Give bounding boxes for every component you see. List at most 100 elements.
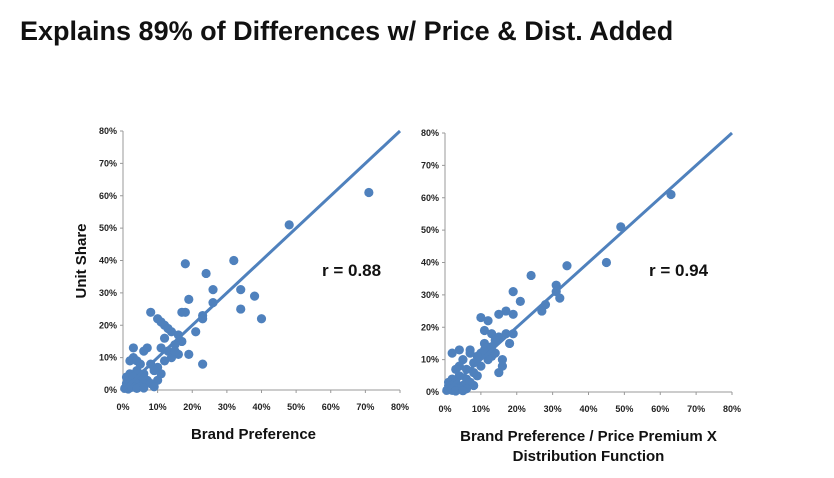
chart1-data-point bbox=[170, 346, 180, 356]
chart2-x-axis-label: Brand Preference / Price Premium X bbox=[460, 428, 717, 445]
chart1-y-tick-label: 70% bbox=[99, 158, 117, 168]
chart2-y-tick-label: 60% bbox=[421, 193, 439, 203]
chart2-y-tick-label: 20% bbox=[421, 322, 439, 332]
chart1-data-point bbox=[139, 383, 149, 393]
chart1-data-point bbox=[364, 187, 374, 198]
chart2-x-tick-label: 0% bbox=[438, 404, 451, 414]
chart1-y-tick-label: 20% bbox=[99, 320, 117, 330]
chart1-data-point bbox=[149, 365, 159, 376]
chart2-x-tick-label: 40% bbox=[579, 404, 597, 414]
chart1-data-point bbox=[180, 307, 190, 317]
chart2-data-point bbox=[508, 287, 518, 297]
chart2-trendline bbox=[443, 131, 734, 394]
chart2-x-axis-label: Distribution Function bbox=[513, 448, 665, 465]
chart1-y-tick-label: 60% bbox=[99, 191, 117, 201]
chart2-data-point bbox=[479, 345, 490, 355]
chart1-data-point bbox=[184, 349, 194, 359]
chart1-x-axis-label: Brand Preference bbox=[191, 426, 316, 443]
chart1-data-point bbox=[201, 268, 211, 279]
chart2-data-point bbox=[472, 371, 482, 381]
chart2-data-point bbox=[666, 189, 676, 200]
chart1-y-axis-label: Unit Share bbox=[73, 223, 90, 298]
chart2-y-tick-label: 80% bbox=[421, 128, 439, 138]
chart2-x-tick-label: 80% bbox=[723, 404, 741, 414]
chart1-y-tick-label: 0% bbox=[104, 385, 117, 395]
chart2-data-point bbox=[451, 386, 461, 396]
chart1-y-tick-label: 50% bbox=[99, 223, 117, 233]
chart2-data-point bbox=[476, 361, 486, 371]
chart2-data-point bbox=[504, 338, 515, 349]
chart2-data-point bbox=[515, 296, 525, 306]
chart1-data-point bbox=[149, 382, 159, 392]
chart1-data-point bbox=[191, 327, 201, 337]
chart2-data-point bbox=[494, 309, 504, 319]
chart2-data-point bbox=[537, 306, 547, 316]
chart1-x-tick-label: 30% bbox=[218, 402, 236, 412]
chart2-r-annotation: r = 0.94 bbox=[649, 261, 709, 280]
chart1-x-tick-label: 0% bbox=[116, 402, 129, 412]
chart1-trendline bbox=[121, 129, 402, 392]
chart2-x-tick-label: 20% bbox=[508, 404, 526, 414]
chart1-x-tick-label: 10% bbox=[149, 402, 167, 412]
chart1-x-tick-label: 50% bbox=[287, 402, 305, 412]
chart1-data-point bbox=[180, 259, 190, 269]
slide-title: Explains 89% of Differences w/ Price & D… bbox=[20, 16, 674, 46]
chart1-data-point bbox=[132, 383, 142, 393]
chart1-y-tick-label: 30% bbox=[99, 288, 117, 298]
chart2-data-point bbox=[494, 367, 504, 378]
chart1-y-tick-label: 10% bbox=[99, 353, 117, 363]
chart1-data-point bbox=[146, 307, 156, 317]
chart1-data-point bbox=[139, 346, 149, 356]
chart1-data-point bbox=[236, 304, 246, 314]
chart2-data-point bbox=[616, 222, 626, 232]
chart1-data-point bbox=[229, 255, 239, 266]
chart2-data-point bbox=[458, 386, 468, 396]
chart2-x-tick-label: 30% bbox=[544, 404, 562, 414]
chart1-data-point bbox=[159, 356, 170, 366]
chart2-y-tick-label: 70% bbox=[421, 160, 439, 170]
chart1-data-point bbox=[166, 327, 177, 337]
chart2-data-point bbox=[508, 309, 518, 319]
chart1-data-point bbox=[236, 285, 246, 295]
chart1-x-tick-label: 80% bbox=[391, 402, 409, 412]
chart2-data-point bbox=[476, 312, 486, 323]
chart1-data-point bbox=[156, 369, 166, 379]
chart2-data-point bbox=[501, 306, 511, 316]
chart2-data-point bbox=[483, 355, 493, 365]
chart2-data-point bbox=[479, 325, 490, 336]
chart2-y-tick-label: 30% bbox=[421, 290, 439, 300]
chart2-data-point bbox=[562, 261, 572, 271]
chart1-x-tick-label: 60% bbox=[322, 402, 340, 412]
chart1-data-point bbox=[256, 314, 267, 324]
chart2-data-point bbox=[555, 293, 565, 303]
chart2-y-tick-label: 0% bbox=[426, 387, 439, 397]
chart1-y-tick-label: 40% bbox=[99, 256, 117, 266]
chart1-data-point bbox=[159, 333, 170, 343]
chart2-x-tick-label: 10% bbox=[472, 404, 490, 414]
chart2-y-tick-label: 10% bbox=[421, 355, 439, 365]
chart1-x-tick-label: 20% bbox=[183, 402, 201, 412]
chart1-data-point bbox=[125, 356, 135, 366]
chart2-data-point bbox=[454, 345, 464, 355]
chart2-data-point bbox=[479, 338, 490, 349]
chart2-data-point bbox=[601, 257, 612, 268]
chart1-r-annotation: r = 0.88 bbox=[322, 261, 381, 280]
chart2-x-tick-label: 60% bbox=[651, 404, 669, 414]
chart2-data-point bbox=[551, 280, 561, 290]
chart2-x-tick-label: 70% bbox=[687, 404, 705, 414]
chart2-data-point bbox=[526, 270, 536, 281]
chart2-y-tick-label: 50% bbox=[421, 225, 439, 235]
chart2-y-tick-label: 40% bbox=[421, 258, 439, 268]
chart1-data-point bbox=[128, 343, 138, 353]
chart1-y-tick-label: 80% bbox=[99, 126, 117, 136]
chart2-x-tick-label: 50% bbox=[615, 404, 633, 414]
chart1-data-point bbox=[184, 294, 194, 304]
chart1-x-tick-label: 40% bbox=[252, 402, 270, 412]
chart2-data-point bbox=[465, 348, 475, 358]
chart1-data-point bbox=[208, 285, 218, 295]
chart2-data-point bbox=[497, 355, 507, 365]
chart1-data-point bbox=[284, 220, 294, 230]
chart1-x-tick-label: 70% bbox=[356, 402, 374, 412]
chart2-data-point bbox=[483, 316, 493, 326]
chart2-data-point bbox=[447, 348, 457, 358]
